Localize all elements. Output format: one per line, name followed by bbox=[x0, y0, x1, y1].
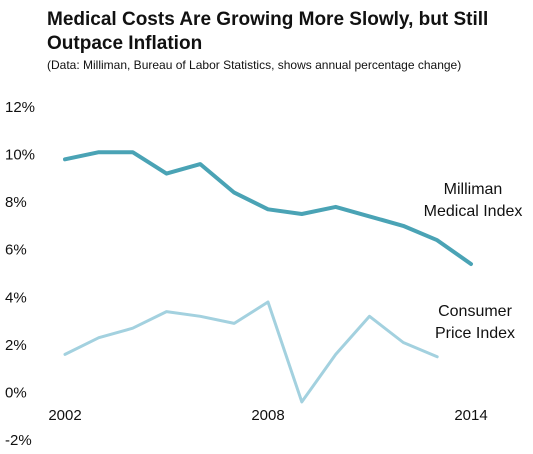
x-tick-label: 2002 bbox=[48, 407, 81, 424]
x-tick-label: 2014 bbox=[454, 407, 487, 424]
y-tick-label: 4% bbox=[5, 289, 27, 306]
y-tick-label: 6% bbox=[5, 242, 27, 259]
y-tick-label: 0% bbox=[5, 384, 27, 401]
y-tick-label: 12% bbox=[5, 99, 35, 116]
y-axis: -2% 0% 2% 4% 6% 8% 10% 12% bbox=[5, 99, 35, 449]
series-label-milliman-medical-index: Milliman bbox=[444, 181, 503, 198]
series-label-milliman-medical-index: Medical Index bbox=[424, 203, 523, 220]
series-layer bbox=[63, 150, 473, 404]
series-label-consumer-price-index: Price Index bbox=[435, 325, 515, 342]
y-tick-label: 8% bbox=[5, 194, 27, 211]
series-labels: Milliman Medical Index Consumer Price Index bbox=[424, 181, 523, 342]
x-tick-label: 2008 bbox=[251, 407, 284, 424]
chart-subtitle: (Data: Milliman, Bureau of Labor Statist… bbox=[47, 58, 462, 72]
y-tick-label: 10% bbox=[5, 147, 35, 164]
y-tick-label: -2% bbox=[5, 432, 32, 449]
x-axis: 2002 2008 2014 bbox=[48, 407, 487, 424]
series-line-milliman-medical-index bbox=[63, 150, 473, 266]
series-line-consumer-price-index bbox=[63, 300, 439, 404]
y-tick-label: 2% bbox=[5, 337, 27, 354]
chart-title: Medical Costs Are Growing More Slowly, b… bbox=[47, 9, 489, 54]
series-label-consumer-price-index: Consumer bbox=[438, 303, 512, 320]
